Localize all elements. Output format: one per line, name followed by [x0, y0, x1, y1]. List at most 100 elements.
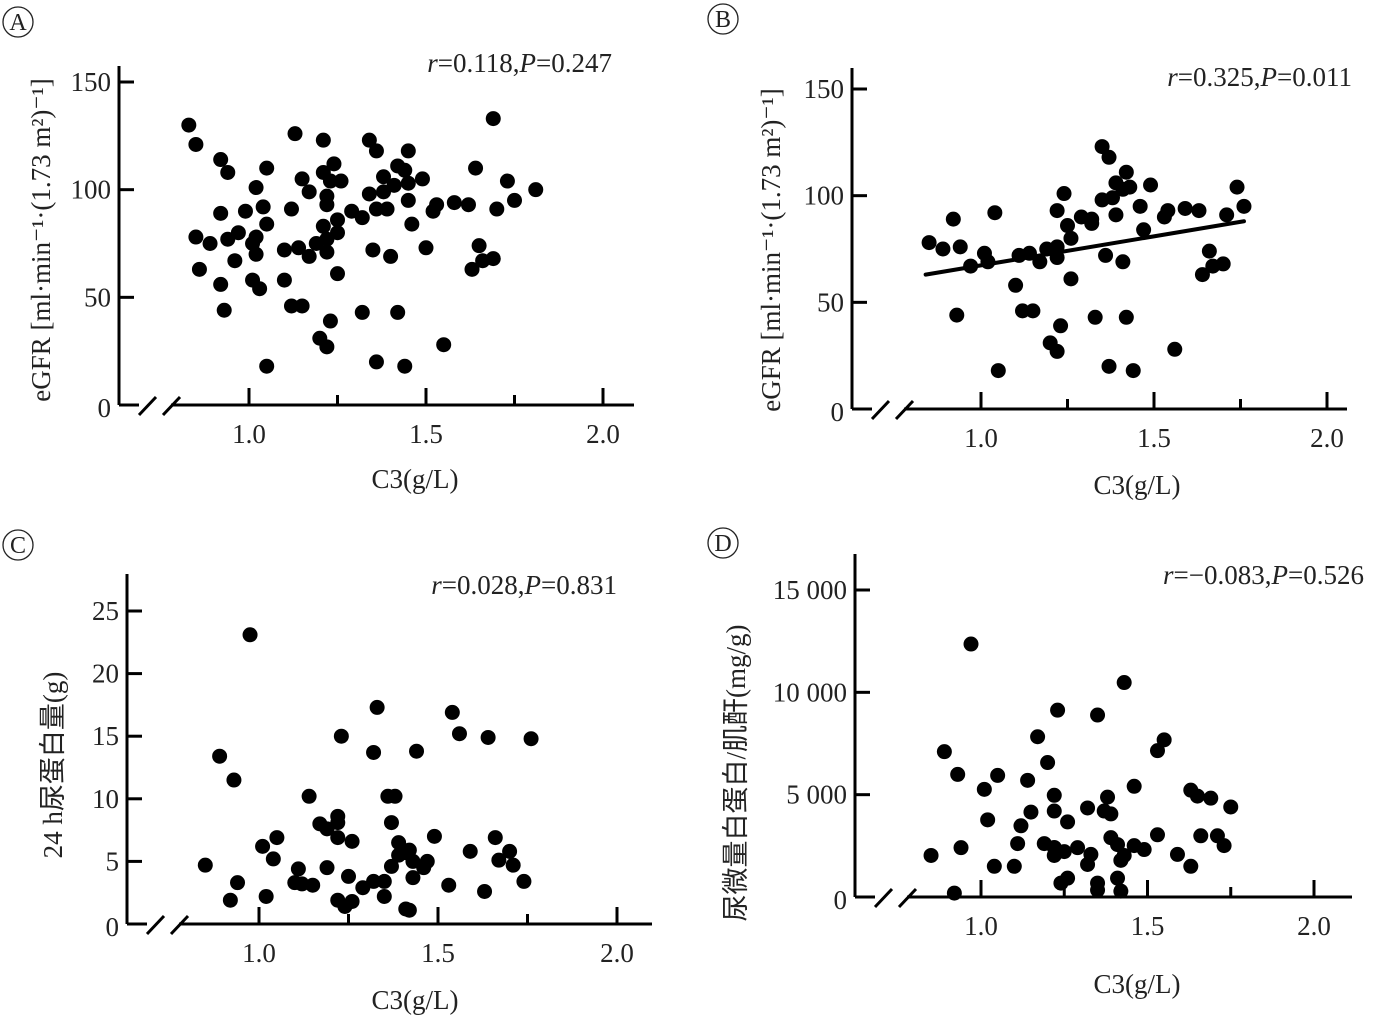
annotation-part: P: [1271, 560, 1289, 590]
data-point: [379, 201, 395, 217]
y-tick-label: 10: [92, 784, 119, 814]
data-point: [390, 304, 406, 320]
data-point: [1090, 707, 1106, 723]
data-point: [315, 132, 331, 148]
data-point: [227, 253, 243, 269]
data-point: [365, 242, 381, 258]
annotation-part: P: [1260, 62, 1278, 92]
annotation-part: =0.247: [536, 48, 612, 78]
data-point: [1201, 243, 1217, 259]
data-point: [923, 847, 939, 863]
data-point: [230, 225, 246, 241]
data-point: [319, 860, 335, 876]
annotation-part: r: [427, 48, 438, 78]
panel-label: C: [10, 533, 26, 559]
data-point: [980, 812, 996, 828]
data-point: [226, 772, 242, 788]
data-point: [366, 744, 382, 760]
data-point: [468, 160, 484, 176]
data-point: [213, 152, 229, 168]
data-point: [1194, 267, 1210, 283]
data-point: [188, 136, 204, 152]
data-point: [1113, 852, 1129, 868]
y-tick-label: 5: [106, 846, 120, 876]
annotation-part: ,: [1254, 62, 1261, 92]
data-point: [1023, 804, 1039, 820]
panel-d: D 0 5 000 10 000 15 000 1.0 1.5 2.0 C3(g/L) 尿微量白蛋…: [707, 527, 1364, 999]
data-point: [368, 143, 384, 159]
data-point: [294, 298, 310, 314]
data-point: [344, 833, 360, 849]
data-point: [354, 210, 370, 226]
panel-label-circle: [707, 3, 739, 35]
data-point: [446, 195, 462, 211]
data-point: [1015, 303, 1031, 319]
data-point: [376, 169, 392, 185]
annotation-part: P: [519, 48, 537, 78]
data-point: [1010, 836, 1026, 852]
data-point: [212, 748, 228, 764]
data-point: [259, 358, 275, 374]
correlation-annotation: r=0.028,P=0.831: [431, 570, 617, 600]
data-point: [935, 241, 951, 257]
data-point: [400, 175, 416, 191]
data-point: [1143, 177, 1159, 193]
data-point: [290, 861, 306, 877]
annotation-part: ,: [513, 48, 520, 78]
x-tick-label: 1.5: [409, 419, 443, 449]
data-point: [1183, 858, 1199, 874]
data-point: [341, 868, 356, 884]
y-tick-label: 0: [831, 397, 845, 427]
data-point: [181, 117, 197, 133]
data-point: [475, 253, 491, 269]
data-point: [376, 873, 392, 889]
data-point: [523, 731, 539, 747]
data-point: [1116, 675, 1132, 691]
data-point: [1115, 254, 1131, 270]
y-axis-title: 尿微量白蛋白/肌酐(mg/g): [721, 625, 751, 922]
panel-b: B 0 50 100 150 1.0 1.5 2.0 C3(g/L) eGFR [ml·min⁻¹…: [707, 3, 1352, 500]
data-point: [301, 184, 317, 200]
data-point: [291, 240, 307, 256]
data-point: [383, 248, 399, 264]
data-point: [404, 216, 420, 232]
data-point: [1060, 218, 1075, 234]
annotation-part: P: [524, 570, 542, 600]
data-point: [294, 171, 310, 187]
data-point: [237, 203, 253, 219]
data-point: [1229, 179, 1245, 195]
panel-label: B: [715, 7, 731, 33]
axis-break-mark: [873, 887, 894, 909]
data-point: [1169, 846, 1185, 862]
data-point: [1110, 870, 1126, 886]
data-point: [1046, 787, 1062, 803]
data-point: [441, 877, 457, 893]
data-point: [301, 248, 317, 264]
annotation-part: r: [1167, 62, 1178, 92]
data-point: [499, 173, 515, 189]
data-point: [953, 840, 969, 856]
data-point: [487, 830, 503, 846]
data-point: [1025, 303, 1041, 319]
y-tick-label: 150: [804, 74, 845, 104]
data-point: [1167, 341, 1183, 357]
y-tick-label: 10 000: [773, 677, 847, 707]
data-point: [451, 726, 467, 742]
data-point: [1084, 215, 1100, 231]
data-point: [418, 240, 434, 256]
data-point: [936, 744, 952, 760]
data-point: [1136, 842, 1152, 858]
data-point: [414, 171, 430, 187]
data-point: [322, 313, 338, 329]
data-point: [1191, 203, 1207, 219]
data-point: [344, 893, 360, 909]
data-point: [322, 173, 338, 189]
data-point: [366, 873, 382, 889]
data-point: [436, 337, 452, 353]
data-point: [460, 197, 476, 213]
data-point: [1223, 799, 1239, 815]
data-point: [301, 788, 317, 804]
data-point: [258, 888, 274, 904]
